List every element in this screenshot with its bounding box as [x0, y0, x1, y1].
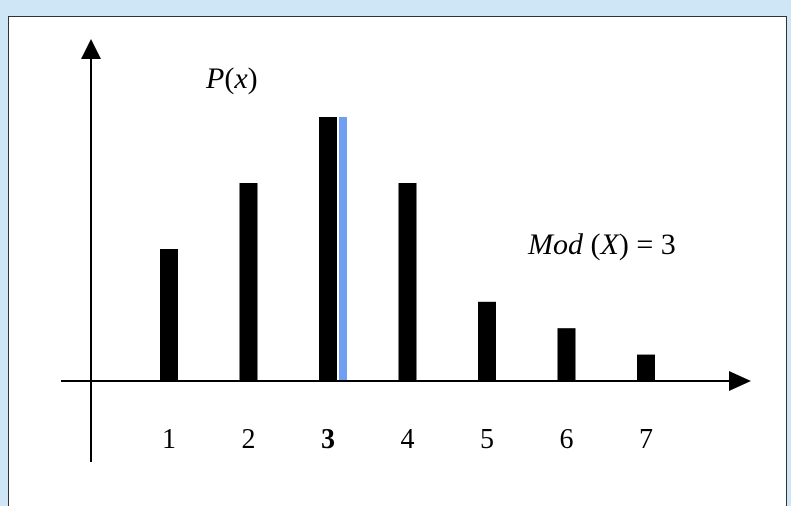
- x-tick-label-7: 7: [639, 424, 653, 455]
- mode-annotation-equals: ) =: [619, 228, 661, 261]
- bar-6: [557, 328, 576, 381]
- y-axis-arrow: [81, 39, 101, 59]
- mode-line: [339, 117, 347, 381]
- bars-group: [160, 117, 655, 381]
- mode-annotation-open-paren: (: [583, 228, 601, 261]
- bar-2: [239, 183, 258, 381]
- x-tick-label-2: 2: [242, 424, 256, 455]
- mode-annotation-value: 3: [661, 228, 676, 261]
- bar-1: [160, 249, 178, 381]
- x-tick-label-3: 3: [321, 424, 335, 455]
- tick-labels-group: 1 2 3 4 5 6 7: [162, 424, 653, 455]
- mode-annotation-func: Mod: [527, 228, 584, 261]
- x-axis-arrow: [729, 371, 751, 391]
- y-label-open-paren: (: [224, 62, 234, 95]
- mode-annotation: Mod (X) = 3: [527, 228, 676, 261]
- y-label-var: x: [233, 62, 248, 95]
- bar-3: [319, 117, 337, 381]
- bar-7: [637, 354, 655, 381]
- y-axis-label: P(x): [205, 62, 258, 95]
- x-tick-label-4: 4: [401, 424, 415, 455]
- bar-4: [398, 183, 417, 381]
- x-tick-label-1: 1: [162, 424, 176, 455]
- y-label-func: P: [205, 62, 224, 95]
- y-label-close-paren: ): [248, 62, 258, 95]
- x-tick-label-5: 5: [480, 424, 494, 455]
- mode-annotation-var: X: [600, 228, 621, 261]
- x-tick-label-6: 6: [560, 424, 574, 455]
- bar-5: [478, 301, 496, 381]
- axes-group: [61, 39, 751, 462]
